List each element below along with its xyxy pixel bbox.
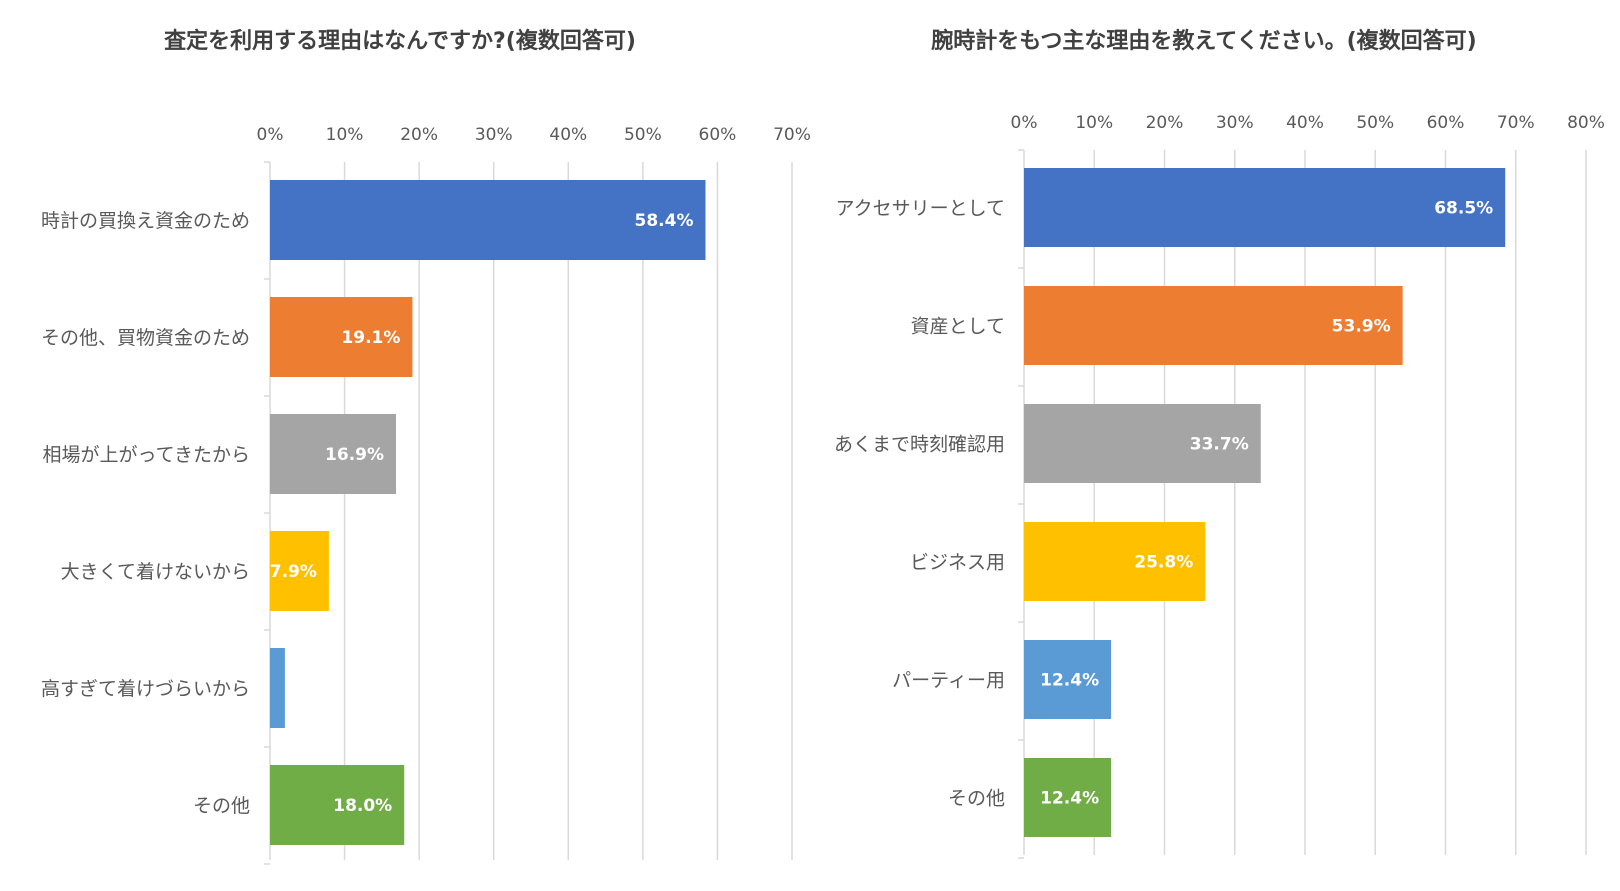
data-label: 58.4% <box>635 211 694 231</box>
category-label: 高すぎて着けづらいから <box>41 678 250 700</box>
data-label: 25.8% <box>1134 553 1193 573</box>
chart-2-title: 腕時計をもつ主な理由を教えてください。(複数回答可) <box>931 28 1476 54</box>
x-tick-label: 10% <box>1075 113 1113 133</box>
x-tick-label: 0% <box>1011 113 1038 133</box>
data-label: 12.4% <box>1040 789 1099 809</box>
x-tick-label: 40% <box>549 125 587 145</box>
x-tick-label: 60% <box>1427 113 1465 133</box>
x-tick-label: 60% <box>699 125 737 145</box>
bar-5 <box>1024 640 1112 719</box>
x-tick-label: 70% <box>1497 113 1535 133</box>
category-label: 大きくて着けないから <box>61 561 250 583</box>
data-label: 33.7% <box>1190 435 1249 455</box>
bar-3 <box>1024 404 1261 483</box>
bar-3 <box>270 414 397 494</box>
x-tick-label: 30% <box>475 125 513 145</box>
data-label: 12.4% <box>1040 671 1099 691</box>
data-label: 7.9% <box>270 562 317 582</box>
chart-1-title: 査定を利用する理由はなんですか?(複数回答可) <box>164 28 636 54</box>
x-tick-label: 30% <box>1216 113 1254 133</box>
category-label: その他 <box>948 788 1005 810</box>
data-label: 16.9% <box>325 445 384 465</box>
category-label: 資産として <box>911 316 1005 338</box>
category-label: アクセサリーとして <box>836 198 1005 220</box>
bar-2 <box>270 297 413 377</box>
category-label: その他 <box>193 795 250 817</box>
x-tick-label: 40% <box>1286 113 1324 133</box>
x-tick-label: 20% <box>400 125 438 145</box>
x-tick-label: 10% <box>326 125 364 145</box>
x-tick-label: 80% <box>1567 113 1605 133</box>
x-tick-label: 50% <box>1356 113 1394 133</box>
category-label: 時計の買換え資金のため <box>41 210 250 232</box>
x-tick-label: 0% <box>257 125 284 145</box>
x-tick-label: 70% <box>773 125 811 145</box>
bar-1 <box>1024 168 1506 247</box>
category-label: パーティー用 <box>892 670 1005 692</box>
bar-6 <box>270 765 405 845</box>
bar-5 <box>270 648 285 728</box>
bar-2 <box>1024 286 1403 365</box>
bar-1 <box>270 180 706 260</box>
category-label: その他、買物資金のため <box>41 327 250 349</box>
data-label: 18.0% <box>333 796 392 816</box>
category-label: ビジネス用 <box>910 552 1005 574</box>
chart-2-plot: 0% 10% 20% 30% 40% 50% 60% 70% 80% アクセサリーとして 68.5%… <box>834 113 1605 859</box>
data-label: 68.5% <box>1434 199 1493 219</box>
bar-4 <box>1024 522 1206 601</box>
bar-6 <box>1024 758 1112 837</box>
category-label: 相場が上がってきたから <box>43 444 250 466</box>
data-label: 19.1% <box>341 328 400 348</box>
chart-1-plot: 0% 10% 20% 30% 40% 50% 60% 70% 時計の買換え資金のため 58.4% そ… <box>41 125 811 865</box>
category-label: あくまで時刻確認用 <box>834 434 1005 456</box>
bar-4 <box>270 531 329 611</box>
x-tick-label: 50% <box>624 125 662 145</box>
data-label: 53.9% <box>1332 317 1391 337</box>
x-tick-label: 20% <box>1146 113 1184 133</box>
